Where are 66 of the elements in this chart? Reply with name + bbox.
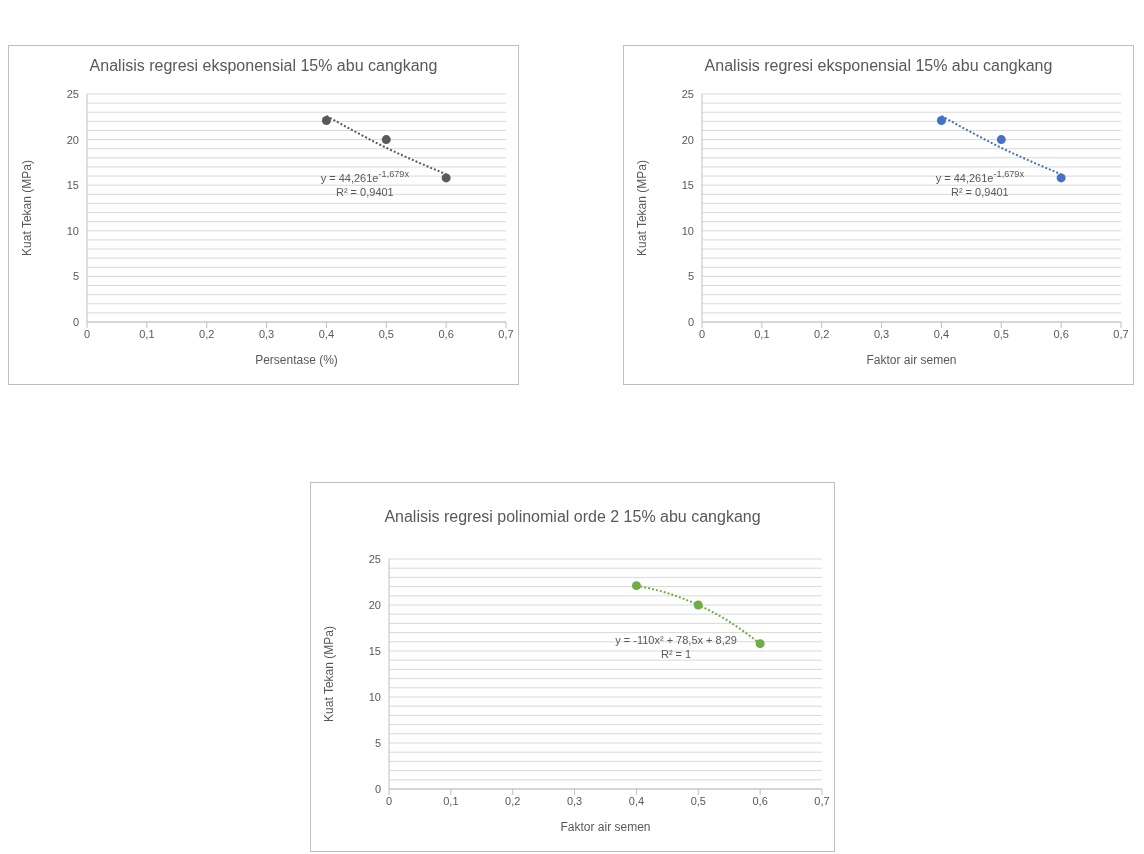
- point: [631, 581, 641, 591]
- x-tick-label: 0,7: [498, 327, 514, 340]
- x-tick-label: 0,1: [139, 327, 155, 340]
- y-tick-label: 5: [374, 736, 381, 749]
- point: [441, 173, 451, 183]
- annotation: R² = 1: [659, 646, 693, 661]
- x-axis-title: Persentase (%): [255, 353, 338, 367]
- x-tick-label: 0,3: [873, 327, 890, 340]
- y-tick-label: 15: [368, 644, 381, 657]
- point: [936, 115, 946, 125]
- point: [1056, 173, 1066, 183]
- point: [996, 135, 1006, 145]
- y-tick-label: 25: [681, 87, 694, 100]
- x-tick-label: 0,1: [754, 327, 770, 340]
- x-tick-label: 0,7: [814, 794, 830, 807]
- point: [693, 600, 703, 610]
- x-tick-label: 0,6: [1053, 327, 1069, 340]
- x-tick-label: 0,5: [378, 327, 394, 340]
- x-tick-label: 0: [698, 327, 706, 340]
- y-tick-label: 10: [368, 690, 381, 703]
- annotation: R² = 0,9401: [949, 184, 1010, 199]
- point: [321, 115, 331, 125]
- x-tick-label: 0,3: [258, 327, 275, 340]
- x-tick-label: 0,1: [443, 794, 459, 807]
- y-tick-label: 5: [687, 270, 694, 283]
- point: [381, 135, 391, 145]
- y-tick-label: 5: [72, 270, 79, 283]
- y-tick-label: 20: [368, 598, 381, 611]
- x-tick-label: 0,4: [933, 327, 950, 340]
- x-tick-label: 0,4: [628, 794, 645, 807]
- y-axis-title: Kuat Tekan (MPa): [322, 626, 337, 722]
- y-tick-label: 0: [687, 315, 694, 328]
- y-axis-title: Kuat Tekan (MPa): [635, 160, 650, 256]
- chart-title: Analisis regresi eksponensial 15% abu cangkang: [704, 57, 1053, 75]
- x-tick-label: 0,7: [1113, 327, 1129, 340]
- x-tick-label: 0,3: [566, 794, 583, 807]
- annotation: y = -110x² + 78,5x + 8,29: [614, 632, 738, 647]
- y-tick-label: 20: [681, 133, 694, 146]
- y-tick-label: 10: [681, 224, 694, 237]
- y-tick-label: 25: [368, 552, 381, 565]
- y-tick-label: 10: [66, 224, 79, 237]
- x-tick-label: 0,2: [199, 327, 215, 340]
- x-tick-label: 0: [83, 327, 91, 340]
- x-axis-title: Faktor air semen: [866, 353, 957, 367]
- x-tick-label: 0,5: [993, 327, 1009, 340]
- y-tick-label: 20: [66, 133, 79, 146]
- annotation: R² = 0,9401: [334, 184, 395, 199]
- point: [755, 639, 765, 649]
- x-tick-label: 0,2: [505, 794, 521, 807]
- x-tick-label: 0,4: [318, 327, 335, 340]
- y-axis-title: Kuat Tekan (MPa): [20, 160, 35, 256]
- annotation: y = 44,261e$^{-1,679x}$: [934, 167, 1026, 185]
- annotation: y = 44,261e$^{-1,679x}$: [319, 167, 411, 185]
- y-tick-label: 15: [66, 179, 79, 192]
- x-tick-label: 0,6: [752, 794, 768, 807]
- chart-title: Analisis regresi eksponensial 15% abu cangkang: [89, 57, 438, 75]
- x-tick-label: 0,2: [814, 327, 830, 340]
- chart-title: Analisis regresi polinomial orde 2 15% abu cangkang: [384, 508, 761, 526]
- y-tick-label: 15: [681, 179, 694, 192]
- x-axis-title: Faktor air semen: [560, 820, 651, 834]
- x-tick-label: 0: [385, 794, 393, 807]
- x-tick-label: 0,6: [438, 327, 454, 340]
- y-tick-label: 25: [66, 87, 79, 100]
- y-tick-label: 0: [374, 782, 381, 795]
- x-tick-label: 0,5: [690, 794, 706, 807]
- y-tick-label: 0: [72, 315, 79, 328]
